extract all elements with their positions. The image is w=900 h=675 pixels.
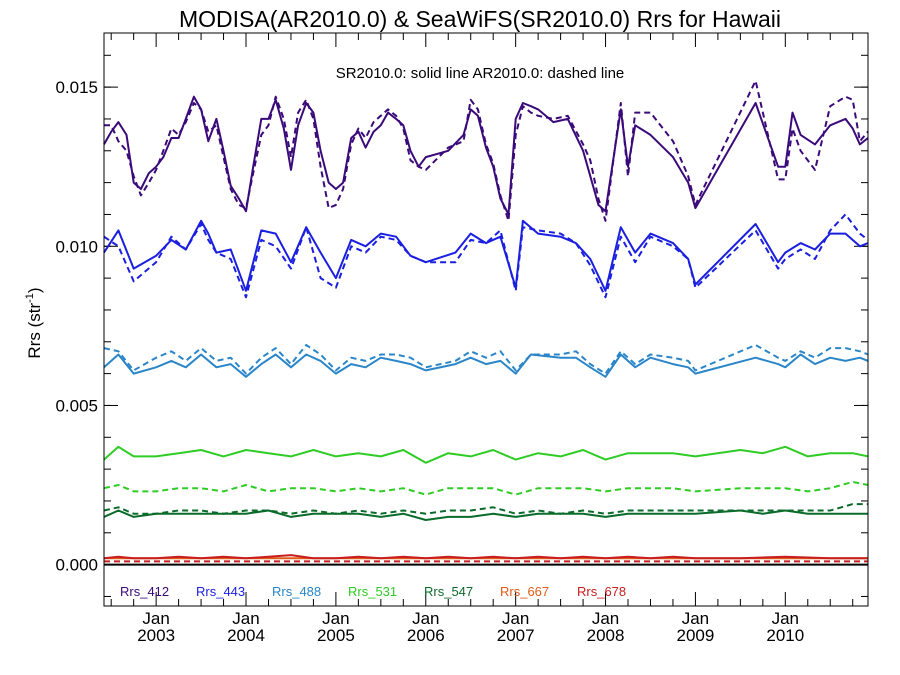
x-tick-month-label: Jan	[142, 609, 169, 628]
x-tick-month-label: Jan	[592, 609, 619, 628]
y-axis-label-superscript: -1	[24, 293, 36, 303]
x-tick-year-label: 2003	[137, 626, 175, 645]
x-tick-year-label: 2007	[497, 626, 535, 645]
y-axis-label: Rrs (str-1)	[24, 287, 44, 358]
series-line-rrs-547-dashed	[103, 503, 868, 515]
x-tick-year-label: 2008	[587, 626, 625, 645]
x-tick-month-label: Jan	[412, 609, 439, 628]
y-tick-label: 0.010	[55, 237, 98, 256]
legend-entry-rrs-531: Rrs_531	[348, 584, 397, 599]
series-line-rrs-547-solid	[103, 509, 868, 521]
legend-entry-rrs-667: Rrs_667	[500, 584, 549, 599]
series-line-rrs-443-dashed	[103, 213, 869, 299]
series-line-rrs-443-solid	[103, 219, 869, 292]
plot-frame	[103, 32, 869, 607]
y-axis-label-main: Rrs (str	[25, 303, 44, 359]
plot-area: 0.0000.0050.0100.015Jan2003Jan2004Jan200…	[55, 33, 869, 645]
legend-entry-rrs-443: Rrs_443	[196, 584, 245, 599]
legend-entry-rrs-547: Rrs_547	[424, 584, 473, 599]
series-line-rrs-531-dashed	[103, 480, 869, 496]
line-style-annotation: SR2010.0: solid line AR2010.0: dashed li…	[336, 65, 625, 82]
legend-entry-rrs-678: Rrs_678	[577, 584, 626, 599]
x-tick-month-label: Jan	[502, 609, 529, 628]
y-axis-label-close: )	[25, 287, 44, 293]
x-tick-year-label: 2006	[407, 626, 445, 645]
x-tick-year-label: 2010	[766, 626, 804, 645]
y-tick-label: 0.005	[55, 396, 98, 415]
x-tick-year-label: 2005	[317, 626, 355, 645]
y-tick-label: 0.000	[55, 556, 98, 575]
series-line-rrs-412-solid	[103, 95, 869, 216]
x-tick-month-label: Jan	[322, 609, 349, 628]
series-line-rrs-488-solid	[103, 353, 869, 378]
x-tick-month-label: Jan	[232, 609, 259, 628]
x-tick-month-label: Jan	[772, 609, 799, 628]
chart-title: MODISA(AR2010.0) & SeaWiFS(SR2010.0) Rrs…	[179, 6, 781, 32]
y-tick-label: 0.015	[55, 78, 98, 97]
series-line-rrs-412-dashed	[104, 79, 869, 222]
x-tick-year-label: 2004	[227, 626, 265, 645]
series-line-rrs-531-solid	[103, 445, 869, 464]
legend: Rrs_412 Rrs_443 Rrs_488 Rrs_531 Rrs_547 Rrs_6…	[120, 584, 626, 599]
legend-entry-rrs-412: Rrs_412	[120, 584, 169, 599]
legend-entry-rrs-488: Rrs_488	[272, 584, 321, 599]
series-line-rrs-678-solid	[103, 554, 868, 560]
x-tick-month-label: Jan	[682, 609, 709, 628]
x-tick-year-label: 2009	[677, 626, 715, 645]
